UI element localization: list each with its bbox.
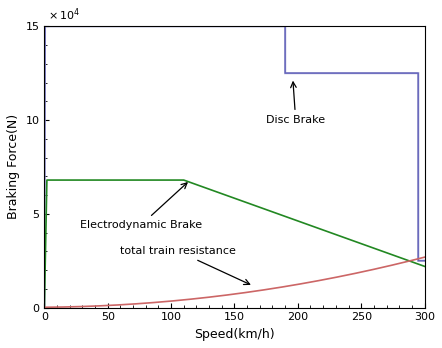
Y-axis label: Braking Force(N): Braking Force(N)	[7, 114, 20, 220]
X-axis label: Speed(km/h): Speed(km/h)	[194, 328, 275, 341]
Text: total train resistance: total train resistance	[120, 246, 250, 285]
Text: $\times\,10^4$: $\times\,10^4$	[48, 7, 80, 23]
Text: Disc Brake: Disc Brake	[266, 82, 325, 125]
Text: Electrodynamic Brake: Electrodynamic Brake	[80, 183, 202, 230]
